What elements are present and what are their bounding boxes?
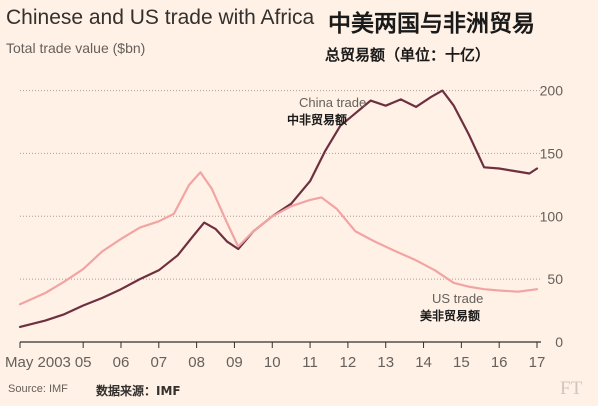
x-tick-label-17: 17 — [529, 354, 546, 371]
chart-subtitle: Total trade value ($bn) — [6, 40, 146, 56]
chart-subtitle-chinese: 总贸易额（单位：十亿） — [325, 46, 491, 64]
x-tick-label-11: 11 — [302, 354, 318, 371]
y-tick-label-0: 0 — [555, 334, 563, 350]
chart-title-chinese: 中美两国与非洲贸易 — [328, 11, 535, 37]
x-tick-label-13: 13 — [377, 354, 394, 371]
series-label-us-chinese: 美非贸易额 — [420, 308, 480, 323]
series-label-china: China trade — [299, 95, 366, 110]
x-tick-label-06: 06 — [113, 354, 130, 371]
y-tick-label-100: 100 — [540, 208, 564, 224]
series-label-china-chinese: 中非贸易额 — [287, 112, 347, 127]
series-line-china — [18, 89, 539, 328]
source-note-chinese: 数据来源：IMF — [96, 384, 181, 398]
x-tick-label-12: 12 — [340, 354, 357, 371]
x-tick-label-07: 07 — [150, 354, 167, 371]
x-tick-label-08: 08 — [188, 354, 205, 371]
y-tick-label-200: 200 — [540, 83, 564, 99]
series-lines — [18, 89, 539, 328]
y-tick-label-50: 50 — [547, 271, 563, 287]
source-note: Source: IMF — [8, 383, 68, 395]
chart-title: Chinese and US trade with Africa — [6, 6, 315, 29]
x-tick-label-May 2003: May 2003 — [5, 354, 71, 371]
series-labels: China trade 中非贸易额 US trade 美非贸易额 — [287, 95, 483, 323]
series-label-us: US trade — [432, 291, 483, 306]
x-tick-label-16: 16 — [491, 354, 508, 371]
x-tick-label-09: 09 — [226, 354, 243, 371]
x-tick-label-05: 05 — [75, 354, 92, 371]
y-tick-label-150: 150 — [540, 145, 564, 161]
series-line-us — [18, 171, 539, 306]
x-tick-label-14: 14 — [415, 354, 432, 371]
x-tick-label-10: 10 — [264, 354, 281, 371]
grid-lines — [20, 90, 541, 343]
axis-ticks: 0 50 100 150 200 May 2003 05 06 07 08 09 10 11 12 13 14… — [5, 83, 563, 371]
x-tick-label-15: 15 — [453, 354, 470, 371]
ft-logo: FT — [560, 378, 583, 399]
